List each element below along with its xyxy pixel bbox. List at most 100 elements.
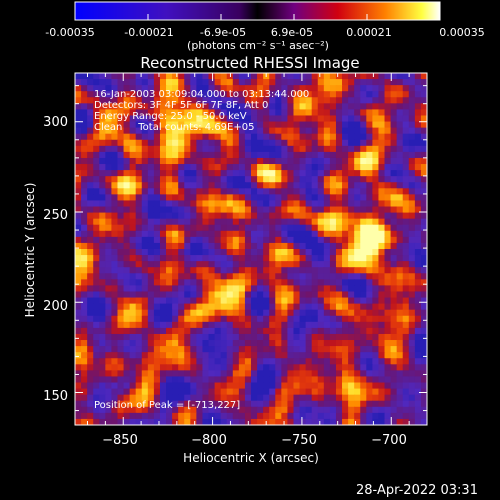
heatmap-cell xyxy=(196,412,204,420)
heatmap-cell xyxy=(117,188,125,195)
heatmap-cell xyxy=(226,352,234,359)
heatmap-cell xyxy=(305,249,313,256)
heatmap-cell xyxy=(323,418,331,425)
heatmap-cell xyxy=(372,340,380,347)
heatmap-cell xyxy=(287,103,295,111)
heatmap-cell xyxy=(75,333,82,341)
heatmap-cell xyxy=(135,406,143,414)
heatmap-cell xyxy=(311,291,319,299)
heatmap-cell xyxy=(378,103,386,111)
x-tick-label: −800 xyxy=(191,433,227,448)
heatmap-cell xyxy=(93,249,100,256)
heatmap-cell xyxy=(251,176,258,183)
heatmap-cell xyxy=(147,133,155,141)
heatmap-cell xyxy=(263,194,270,202)
heatmap-cell xyxy=(159,255,167,262)
heatmap-cell xyxy=(75,303,82,311)
heatmap-cell xyxy=(378,206,386,214)
heatmap-cell xyxy=(342,340,349,347)
heatmap-cell xyxy=(390,121,398,129)
heatmap-cell xyxy=(184,133,191,141)
heatmap-cell xyxy=(87,109,94,117)
heatmap-cell xyxy=(93,127,100,135)
heatmap-cell xyxy=(226,218,234,226)
heatmap-cell xyxy=(214,273,222,280)
heatmap-cell xyxy=(123,418,131,425)
heatmap-cell xyxy=(263,400,270,408)
heatmap-cell xyxy=(129,164,137,171)
heatmap-cell xyxy=(414,236,422,244)
heatmap-cell xyxy=(257,73,264,80)
heatmap-cell xyxy=(190,364,197,371)
heatmap-cell xyxy=(93,121,100,129)
heatmap-cell xyxy=(123,279,131,287)
heatmap-cell xyxy=(123,97,131,104)
heatmap-cell xyxy=(166,145,173,153)
heatmap-cell xyxy=(220,236,228,244)
heatmap-cell xyxy=(153,273,161,280)
heatmap-cell xyxy=(317,242,325,250)
heatmap-cell xyxy=(366,164,373,171)
heatmap-cell xyxy=(390,170,398,177)
heatmap-cell xyxy=(275,315,282,323)
heatmap-cell xyxy=(348,388,355,396)
heatmap-cell xyxy=(348,255,355,262)
heatmap-cell xyxy=(257,327,264,335)
heatmap-cell xyxy=(269,188,276,195)
heatmap-cell xyxy=(111,382,119,390)
heatmap-cell xyxy=(244,200,252,208)
heatmap-cell xyxy=(420,261,427,268)
heatmap-cell xyxy=(329,418,337,425)
heatmap-cell xyxy=(232,315,240,323)
heatmap-cell xyxy=(141,285,149,293)
heatmap-cell xyxy=(329,388,337,396)
heatmap-cell xyxy=(414,376,422,384)
peak-position-label: Position of Peak = [-713,227] xyxy=(94,400,240,411)
heatmap-cell xyxy=(105,261,113,268)
heatmap-cell xyxy=(299,91,307,98)
heatmap-cell xyxy=(384,303,392,311)
heatmap-cell xyxy=(420,315,427,323)
heatmap-cell xyxy=(129,109,137,117)
heatmap-cell xyxy=(111,315,119,323)
heatmap-cell xyxy=(402,340,410,347)
heatmap-cell xyxy=(166,109,173,117)
heatmap-cell xyxy=(141,303,149,311)
heatmap-cell xyxy=(75,315,82,323)
heatmap-cell xyxy=(153,400,161,408)
heatmap-cell xyxy=(251,406,258,414)
heatmap-cell xyxy=(269,218,276,226)
heatmap-cell xyxy=(402,388,410,396)
heatmap-cell xyxy=(147,303,155,311)
heatmap-cell xyxy=(329,285,337,293)
heatmap-cell xyxy=(287,370,295,378)
heatmap-cell xyxy=(251,170,258,177)
heatmap-cell xyxy=(390,388,398,396)
heatmap-cell xyxy=(354,249,361,256)
heatmap-cell xyxy=(238,406,246,414)
heatmap-cell xyxy=(348,346,355,353)
heatmap-cell xyxy=(202,261,210,268)
heatmap-cell xyxy=(159,188,167,195)
heatmap-cell xyxy=(378,127,386,135)
heatmap-cell xyxy=(147,109,155,117)
heatmap-cell xyxy=(214,79,222,86)
heatmap-cell xyxy=(384,279,392,287)
heatmap-cell xyxy=(360,73,367,80)
heatmap-cell xyxy=(329,170,337,177)
heatmap-cell xyxy=(299,303,307,311)
heatmap-cell xyxy=(135,267,143,274)
heatmap-cell xyxy=(323,127,331,135)
heatmap-cell xyxy=(75,194,82,202)
heatmap-cell xyxy=(335,291,343,299)
heatmap-cell xyxy=(220,249,228,256)
heatmap-cell xyxy=(123,267,131,274)
heatmap-cell xyxy=(257,194,264,202)
heatmap-cell xyxy=(360,109,367,117)
heatmap-cell xyxy=(420,91,427,98)
heatmap-cell xyxy=(408,73,416,80)
heatmap-cell xyxy=(135,315,143,323)
heatmap-cell xyxy=(342,73,349,80)
heatmap-cell xyxy=(75,267,82,274)
heatmap-cell xyxy=(378,346,386,353)
